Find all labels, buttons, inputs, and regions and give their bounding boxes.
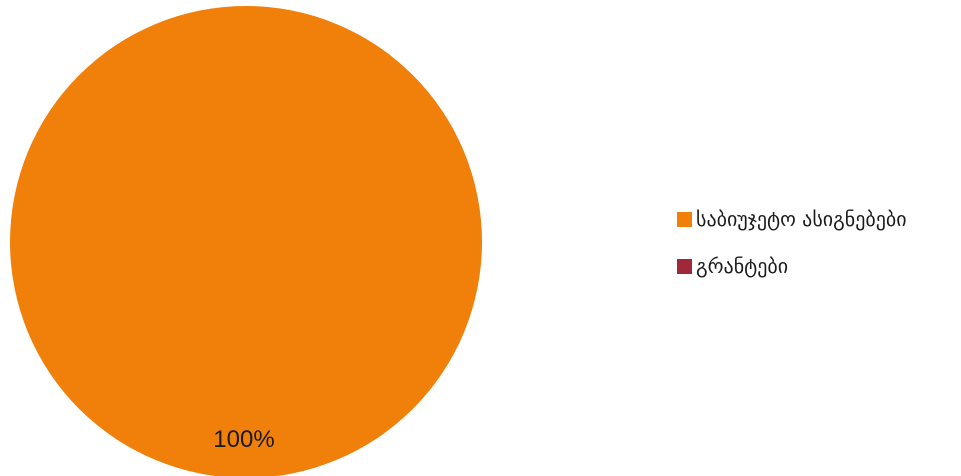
- legend-swatch-grants: [677, 258, 692, 274]
- legend-item-grants: გრანტები: [677, 253, 961, 279]
- pie-slices: [10, 6, 482, 476]
- legend-swatch-budget-allocations: [677, 211, 692, 227]
- legend-item-budget-allocations: საბიუჯეტო ასიგნებები: [677, 206, 961, 232]
- pie-data-label-budget-allocations: 100%: [213, 426, 274, 453]
- legend: საბიუჯეტო ასიგნებები გრანტები: [677, 206, 961, 300]
- legend-label-grants: გრანტები: [696, 254, 789, 278]
- pie-slice-budget-allocations: [10, 6, 482, 476]
- legend-label-budget-allocations: საბიუჯეტო ასიგნებები: [696, 207, 907, 231]
- pie-data-labels: 100%: [213, 426, 274, 453]
